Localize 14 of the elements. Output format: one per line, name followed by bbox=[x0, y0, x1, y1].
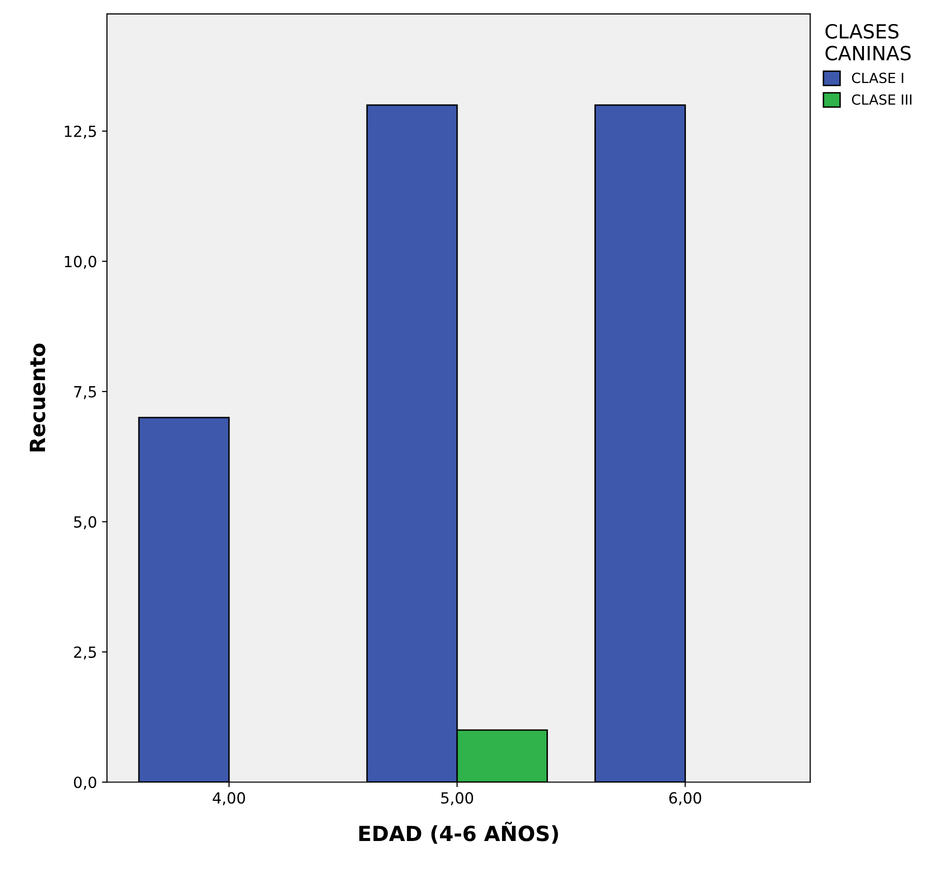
y-tick-label: 12,5 bbox=[64, 126, 96, 139]
y-tick-label: 0,0 bbox=[74, 776, 96, 790]
x-tick-label: 5,00 bbox=[441, 792, 474, 806]
legend-label: CLASE I bbox=[852, 72, 904, 84]
x-axis-title: EDAD (4-6 AÑOS) bbox=[359, 822, 558, 844]
y-tick-label: 5,0 bbox=[74, 516, 96, 530]
legend-title: CLASES CANINAS bbox=[826, 24, 911, 60]
legend-label: CLASE III bbox=[852, 94, 912, 105]
y-axis-title: Recuento bbox=[30, 344, 46, 452]
x-tick-label: 4,00 bbox=[212, 792, 245, 806]
y-tick-label: 7,5 bbox=[74, 386, 96, 400]
y-tick-label: 10,0 bbox=[64, 256, 96, 269]
x-tick-label: 6,00 bbox=[669, 792, 702, 806]
y-tick-label: 2,5 bbox=[74, 646, 96, 660]
